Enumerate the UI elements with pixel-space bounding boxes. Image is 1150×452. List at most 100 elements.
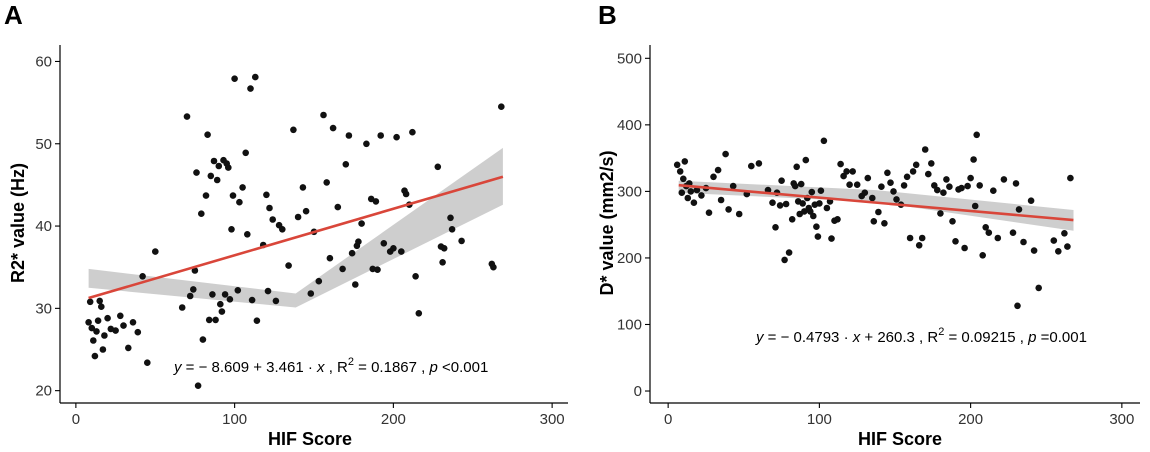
data-point-a [290,126,297,134]
data-point-b [864,174,872,182]
data-point-b [912,161,920,169]
x-axis-title-a: HIF Score [268,429,352,449]
data-point-b [846,181,853,188]
data-point-b [710,173,717,181]
x-tick-label-b: 200 [958,411,983,428]
regression-line-a [88,175,504,300]
data-point-a [447,214,454,222]
data-point-b [853,181,861,188]
data-point-a [93,328,100,335]
data-point-b [906,234,914,242]
data-point-b [840,172,847,180]
data-point-b [1009,229,1017,236]
data-point-a [98,303,105,311]
data-point-b [1027,197,1035,204]
x-tick-label-b: 300 [1109,411,1134,428]
data-point-a [129,319,137,326]
data-point-a [266,204,273,212]
data-point-b [1061,230,1068,237]
data-point-b [808,188,816,196]
data-point-b [729,182,737,190]
data-point-b [976,182,983,189]
y-tick-label-a: 40 [35,218,52,235]
data-point-a [239,184,246,191]
panel-letter-a: A [4,0,23,30]
data-point-a [247,85,254,92]
data-point-a [315,277,323,285]
data-point-a [448,226,456,233]
annot-eq-b: = − 0.4793 · [764,329,853,346]
data-point-a [244,231,251,238]
data-point-a [490,263,497,271]
y-tick-label-a: 50 [35,136,52,153]
data-point-a [329,124,337,132]
data-point-b [678,189,686,196]
data-point-a [242,149,249,157]
data-point-a [348,249,356,257]
data-point-b [690,199,698,206]
y-tick-label-b: 0 [634,383,642,400]
data-point-b [890,188,897,195]
data-point-b [900,182,908,189]
data-point-b [793,163,800,171]
data-point-a [264,287,272,295]
data-point-a [99,346,107,353]
data-point-a [88,324,96,332]
data-point-a [393,133,400,141]
data-point-a [209,291,216,298]
data-point-b [881,220,888,227]
regression-annotation-b: y = − 0.4793 · x + 260.3 , R2 = 0.09215 … [755,326,1087,346]
data-point-a [229,192,237,199]
annot-r-a: , R [325,359,349,376]
y-axis-title-a: R2* value (Hz) [8,163,28,283]
data-point-b [1015,206,1023,213]
regression-line-b [678,183,1074,222]
data-point-b [714,166,722,174]
data-point-a [228,226,235,233]
data-point-b [810,212,817,220]
y-tick-label-b: 200 [617,250,642,267]
data-point-b [869,194,876,202]
panel-b: B 0 100 200 300 0 100 200 300 400 500 HIF Score D… [597,0,1140,449]
data-point-b [735,210,743,218]
annot-y-a: y [173,359,183,376]
data-point-a [402,190,410,198]
data-point-b [870,218,878,225]
data-point-b [1000,176,1008,183]
data-point-b [797,180,805,188]
data-point-a [320,111,327,119]
data-point-b [725,206,732,213]
data-point-a [94,317,102,325]
data-point-a [226,296,234,303]
data-point-b [946,183,953,190]
data-point-a [374,266,381,274]
data-point-b [834,216,841,223]
plot-area-a: 0 100 200 300 20 30 40 50 60 [35,45,568,428]
data-point-a [120,322,127,329]
data-point-a [212,316,219,324]
data-point-b [964,182,971,190]
data-point-b [878,183,885,190]
data-point-a [439,259,446,266]
data-point-a [302,207,310,215]
data-point-b [823,204,831,212]
data-point-b [820,137,828,145]
data-point-a [210,157,218,165]
annot-p-a: p [428,359,437,376]
data-point-b [1055,248,1062,255]
data-point-b [788,216,796,223]
data-point-b [884,169,891,177]
data-point-b [722,150,729,158]
y-tick-label-b: 400 [617,117,642,134]
data-point-b [909,168,917,175]
data-point-a [231,75,238,82]
annot-sup-a: 2 [348,356,354,368]
data-point-a [190,286,197,293]
data-point-a [415,310,423,317]
data-point-a [498,103,505,110]
x-tick-label-a: 200 [381,411,406,428]
data-point-a [217,300,224,308]
data-point-b [814,233,822,240]
data-point-a [252,73,259,81]
data-point-b [782,200,790,208]
